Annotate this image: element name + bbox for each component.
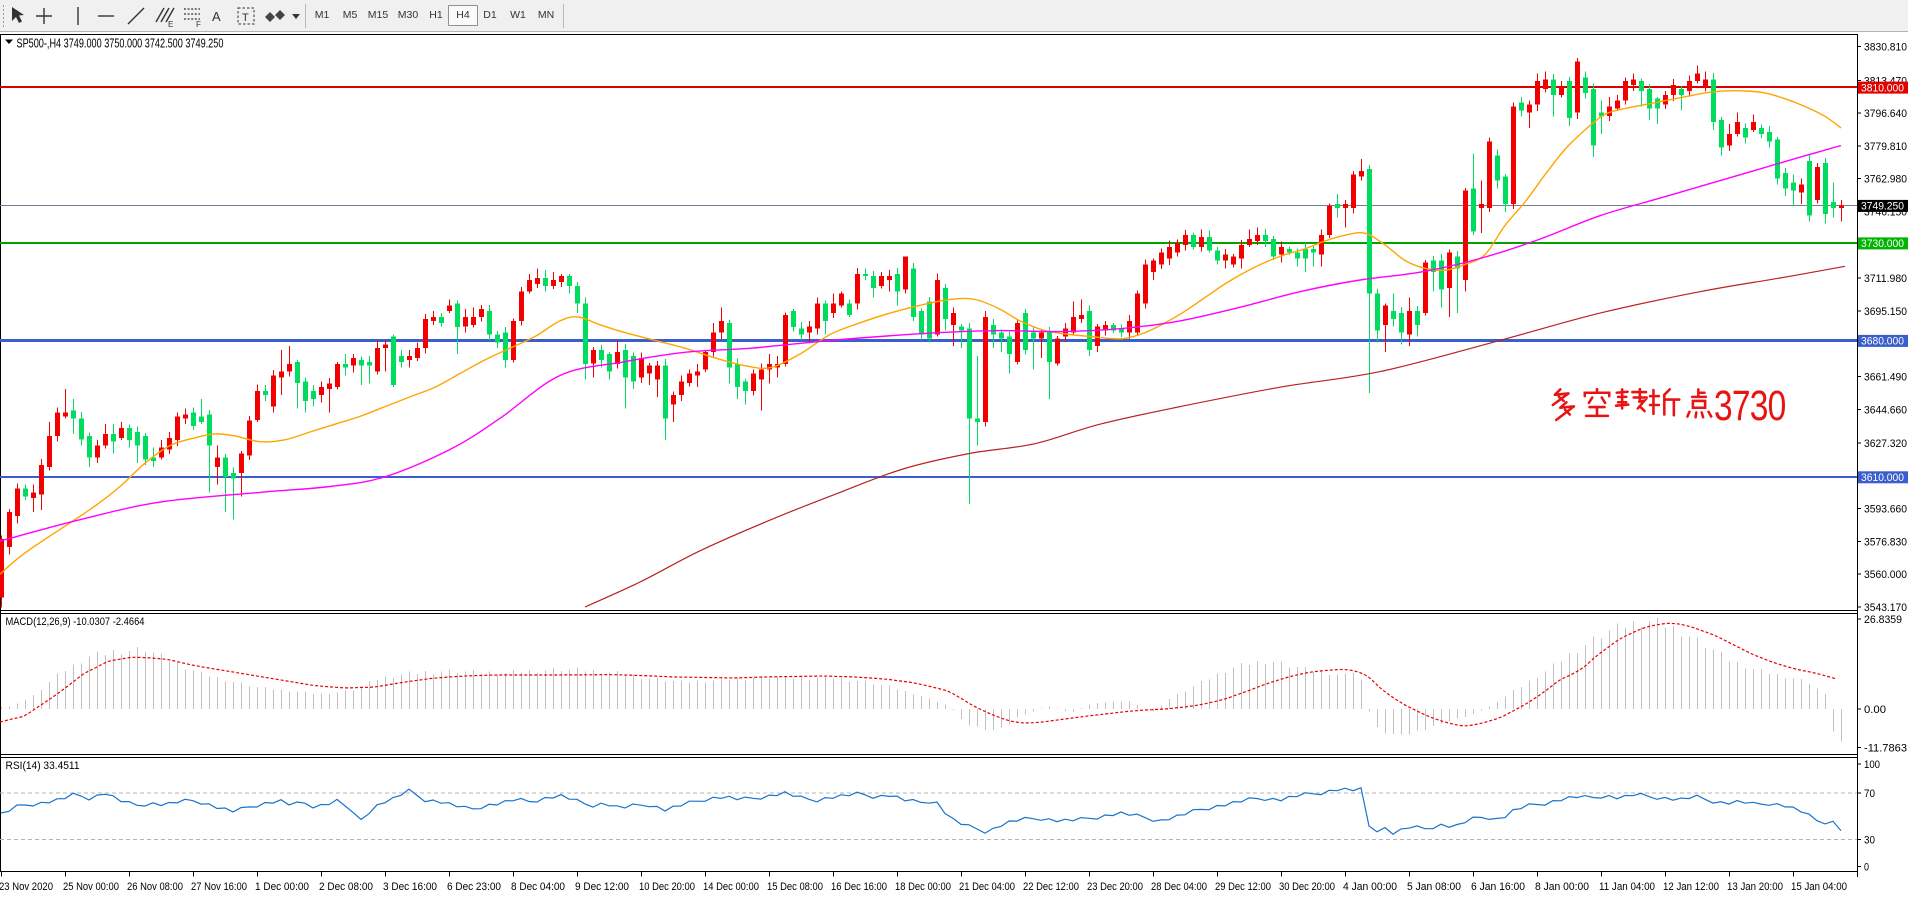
svg-text:3576.830: 3576.830 [1864, 536, 1907, 548]
svg-text:15 Jan 04:00: 15 Jan 04:00 [1791, 881, 1847, 893]
svg-text:12 Jan 12:00: 12 Jan 12:00 [1663, 881, 1719, 893]
svg-text:3680.000: 3680.000 [1861, 336, 1904, 348]
svg-text:3830.810: 3830.810 [1864, 42, 1907, 54]
svg-text:8 Dec 04:00: 8 Dec 04:00 [511, 881, 565, 893]
svg-text:3762.980: 3762.980 [1864, 174, 1907, 186]
svg-text:A: A [212, 9, 221, 24]
svg-text:1 Dec 00:00: 1 Dec 00:00 [255, 881, 309, 893]
svg-text:0.00: 0.00 [1864, 704, 1886, 716]
svg-text:3593.660: 3593.660 [1864, 504, 1907, 516]
svg-text:23 Nov 2020: 23 Nov 2020 [0, 881, 53, 893]
svg-text:3610.000: 3610.000 [1861, 472, 1904, 484]
svg-text:3 Dec 16:00: 3 Dec 16:00 [383, 881, 437, 893]
svg-text:3711.980: 3711.980 [1864, 273, 1907, 285]
svg-text:26 Nov 08:00: 26 Nov 08:00 [127, 881, 183, 893]
svg-text:23 Dec 20:00: 23 Dec 20:00 [1087, 881, 1143, 893]
svg-text:3695.150: 3695.150 [1864, 306, 1907, 318]
svg-text:100: 100 [1864, 759, 1880, 771]
svg-text:26.8359: 26.8359 [1864, 614, 1902, 626]
svg-text:25 Nov 00:00: 25 Nov 00:00 [63, 881, 119, 893]
svg-text:30 Dec 20:00: 30 Dec 20:00 [1279, 881, 1335, 893]
svg-text:3543.170: 3543.170 [1864, 602, 1907, 614]
svg-text:RSI(14) 33.4511: RSI(14) 33.4511 [6, 760, 80, 772]
svg-text:9 Dec 12:00: 9 Dec 12:00 [575, 881, 629, 893]
svg-text:27 Nov 16:00: 27 Nov 16:00 [191, 881, 247, 893]
svg-text:-11.7863: -11.7863 [1864, 743, 1907, 755]
svg-text:0: 0 [1864, 862, 1869, 874]
svg-text:8 Jan 00:00: 8 Jan 00:00 [1535, 881, 1589, 893]
svg-text:E: E [168, 20, 173, 29]
svg-text:22 Dec 12:00: 22 Dec 12:00 [1023, 881, 1079, 893]
svg-text:3810.000: 3810.000 [1861, 82, 1904, 94]
svg-text:3796.640: 3796.640 [1864, 108, 1907, 120]
svg-text:MACD(12,26,9) -10.0307 -2.4664: MACD(12,26,9) -10.0307 -2.4664 [6, 616, 145, 628]
svg-text:28 Dec 04:00: 28 Dec 04:00 [1151, 881, 1207, 893]
svg-text:16 Dec 16:00: 16 Dec 16:00 [831, 881, 887, 893]
svg-text:21 Dec 04:00: 21 Dec 04:00 [959, 881, 1015, 893]
svg-text:2 Dec 08:00: 2 Dec 08:00 [319, 881, 373, 893]
svg-text:14 Dec 00:00: 14 Dec 00:00 [703, 881, 759, 893]
svg-text:11 Jan 04:00: 11 Jan 04:00 [1599, 881, 1655, 893]
svg-text:SP500-,H4 3749.000 3750.000 3: SP500-,H4 3749.000 3750.000 3742.500 374… [17, 37, 224, 51]
svg-text:10 Dec 20:00: 10 Dec 20:00 [639, 881, 695, 893]
svg-text:T: T [242, 12, 249, 24]
svg-text:3560.000: 3560.000 [1864, 569, 1907, 581]
svg-text:3627.320: 3627.320 [1864, 438, 1907, 450]
svg-text:70: 70 [1864, 788, 1875, 800]
svg-text:5 Jan 08:00: 5 Jan 08:00 [1407, 881, 1461, 893]
svg-text:30: 30 [1864, 835, 1875, 847]
svg-text:6 Jan 16:00: 6 Jan 16:00 [1471, 881, 1525, 893]
svg-text:15 Dec 08:00: 15 Dec 08:00 [767, 881, 823, 893]
svg-text:29 Dec 12:00: 29 Dec 12:00 [1215, 881, 1271, 893]
svg-text:6 Dec 23:00: 6 Dec 23:00 [447, 881, 501, 893]
svg-text:3644.660: 3644.660 [1864, 404, 1907, 416]
svg-text:18 Dec 00:00: 18 Dec 00:00 [895, 881, 951, 893]
svg-text:3661.490: 3661.490 [1864, 372, 1907, 384]
svg-text:3779.810: 3779.810 [1864, 141, 1907, 153]
svg-text:13 Jan 20:00: 13 Jan 20:00 [1727, 881, 1783, 893]
svg-text:4 Jan 00:00: 4 Jan 00:00 [1343, 881, 1397, 893]
svg-text:F: F [196, 20, 201, 29]
svg-text:3730.000: 3730.000 [1861, 238, 1904, 250]
svg-text:3749.250: 3749.250 [1861, 201, 1904, 213]
